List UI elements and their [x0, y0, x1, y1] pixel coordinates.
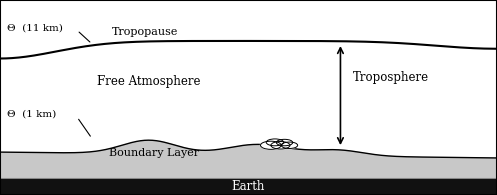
Text: Earth: Earth [232, 180, 265, 193]
Text: Θ  (1 km): Θ (1 km) [7, 110, 57, 119]
Text: Free Atmosphere: Free Atmosphere [97, 75, 201, 88]
Text: Boundary Layer: Boundary Layer [109, 148, 199, 158]
Circle shape [260, 141, 281, 149]
Circle shape [266, 139, 284, 146]
Circle shape [281, 142, 298, 149]
Text: Tropopause: Tropopause [112, 27, 178, 37]
Text: Θ  (11 km): Θ (11 km) [7, 24, 63, 33]
Circle shape [271, 142, 290, 149]
Bar [0, 177, 497, 195]
Text: Troposphere: Troposphere [353, 72, 429, 84]
Circle shape [276, 139, 293, 146]
